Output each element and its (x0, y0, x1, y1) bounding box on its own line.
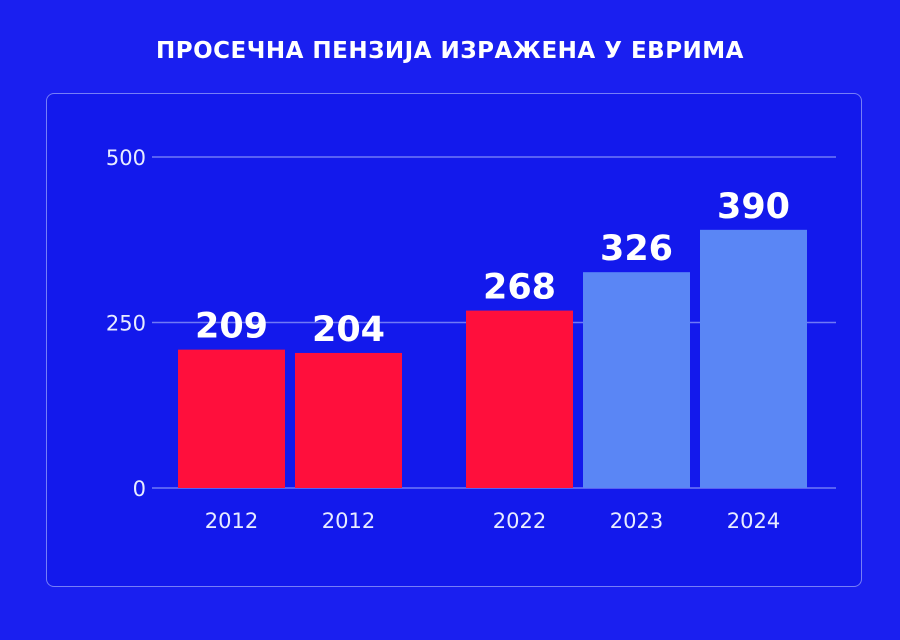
bar-4 (700, 229, 807, 488)
bars (178, 229, 807, 488)
y-tick-label: 500 (106, 146, 146, 170)
y-tick-label: 0 (133, 477, 146, 501)
chart-title: ПРОСЕЧНА ПЕНЗИЈА ИЗРАЖЕНА У ЕВРИМА (155, 38, 744, 64)
data-labels: 209 204 268 326 390 (195, 187, 790, 350)
data-label: 268 (483, 268, 556, 308)
x-tick-label: 2022 (493, 509, 546, 533)
bar-0 (178, 349, 285, 488)
data-label: 390 (717, 187, 790, 227)
x-tick-label: 2024 (727, 509, 780, 533)
x-tick-label: 2012 (205, 509, 258, 533)
data-label: 326 (600, 229, 673, 269)
bar-2 (466, 310, 573, 488)
data-label: 209 (195, 307, 268, 347)
data-label: 204 (312, 310, 385, 350)
x-tick-label: 2012 (322, 509, 375, 533)
bar-3 (583, 272, 690, 488)
y-tick-label: 250 (106, 312, 146, 336)
x-axis-labels: 2012 2012 2022 2023 2024 (205, 509, 780, 533)
bar-1 (295, 352, 402, 488)
x-tick-label: 2023 (610, 509, 663, 533)
y-axis-ticks: 0 250 500 (106, 146, 146, 501)
